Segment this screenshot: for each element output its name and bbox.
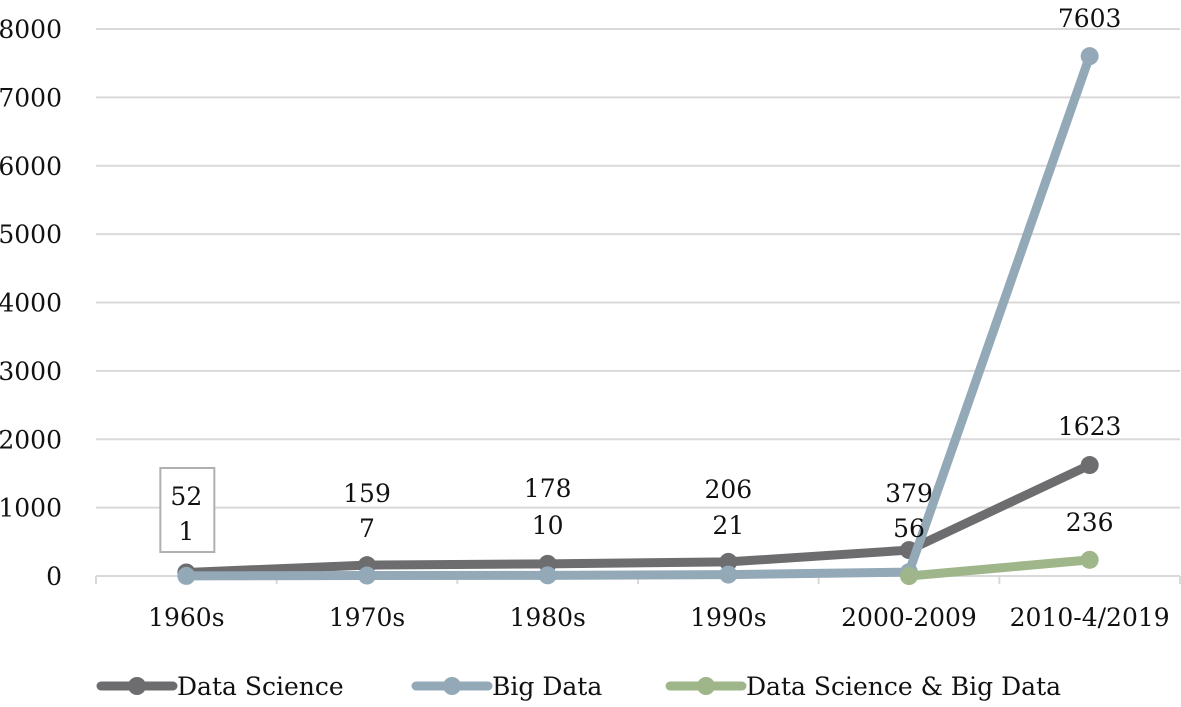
data-science-value-label: 178 [524, 474, 572, 503]
big-data-point [719, 565, 738, 584]
data-science-and-big-data-legend-label: Data Science & Big Data [746, 672, 1061, 701]
y-tick-label: 8000 [0, 15, 62, 44]
data-science-legend-label: Data Science [177, 672, 344, 701]
y-axis-tick-labels: 0 1000 2000 3000 4000 5000 6000 7000 8000 [0, 15, 62, 591]
big-data-point [1080, 47, 1099, 66]
big-data-value-label: 10 [532, 511, 564, 540]
series-layer [177, 47, 1099, 585]
big-data-value-label: 7 [359, 514, 375, 543]
y-tick-label: 4000 [0, 289, 62, 318]
grid-layer [95, 28, 1181, 584]
big-data-point [358, 566, 376, 585]
x-axis-tick-labels: 1960s 1970s 1980s 1990s 2000-2009 2010-4/2019 [148, 603, 1170, 632]
data-science-and-big-data-value-label: 236 [1066, 508, 1114, 537]
x-tick-label: 2010-4/2019 [1010, 603, 1170, 632]
big-data-value-label: 7603 [1058, 4, 1122, 33]
data-science-and-big-data-point [1080, 550, 1099, 569]
y-tick-label: 0 [46, 562, 62, 591]
big-data-point [538, 566, 557, 585]
y-tick-label: 7000 [0, 83, 62, 112]
y-tick-label: 6000 [0, 152, 62, 181]
big-data-value-label: 21 [712, 511, 744, 540]
y-tick-label: 2000 [0, 425, 62, 454]
x-tick-label: 1970s [329, 603, 405, 632]
y-tick-label: 5000 [0, 220, 62, 249]
y-tick-label: 1000 [0, 494, 62, 523]
data-science-value-label: 52 [170, 482, 202, 511]
x-tick-label: 2000-2009 [841, 603, 977, 632]
x-tick-label: 1960s [148, 603, 224, 632]
data-label-box [159, 467, 216, 553]
x-tick-label: 1980s [509, 603, 585, 632]
big-data-point [177, 566, 196, 585]
data-science-legend-marker [128, 677, 146, 695]
data-science-and-big-data-legend-marker [697, 677, 715, 695]
data-science-and-big-data-series-line [904, 555, 1095, 581]
data-science-value-label: 159 [343, 479, 391, 508]
data-science-value-label: 1623 [1058, 412, 1122, 441]
x-tick-label: 1990s [690, 603, 766, 632]
data-science-value-label: 206 [704, 475, 752, 504]
data-science-series-line [181, 460, 1095, 577]
big-data-legend-marker [443, 677, 461, 695]
big-data-value-label: 56 [893, 514, 925, 543]
data-science-point [1080, 456, 1099, 475]
data-science-and-big-data-point [900, 567, 918, 585]
big-data-value-label: 1 [178, 517, 194, 546]
big-data-legend-label: Big Data [492, 672, 602, 701]
big-data-series-line [181, 51, 1095, 581]
data-science-point [719, 552, 738, 571]
data-science-value-label: 379 [885, 479, 933, 508]
y-tick-label: 3000 [0, 357, 62, 386]
legend: Data Science Big Data Data Science & Big D… [96, 672, 1061, 701]
data-label-layer: 52 159 178 206 379 1623 1 7 10 21 56 7603 236 [159, 4, 1122, 553]
